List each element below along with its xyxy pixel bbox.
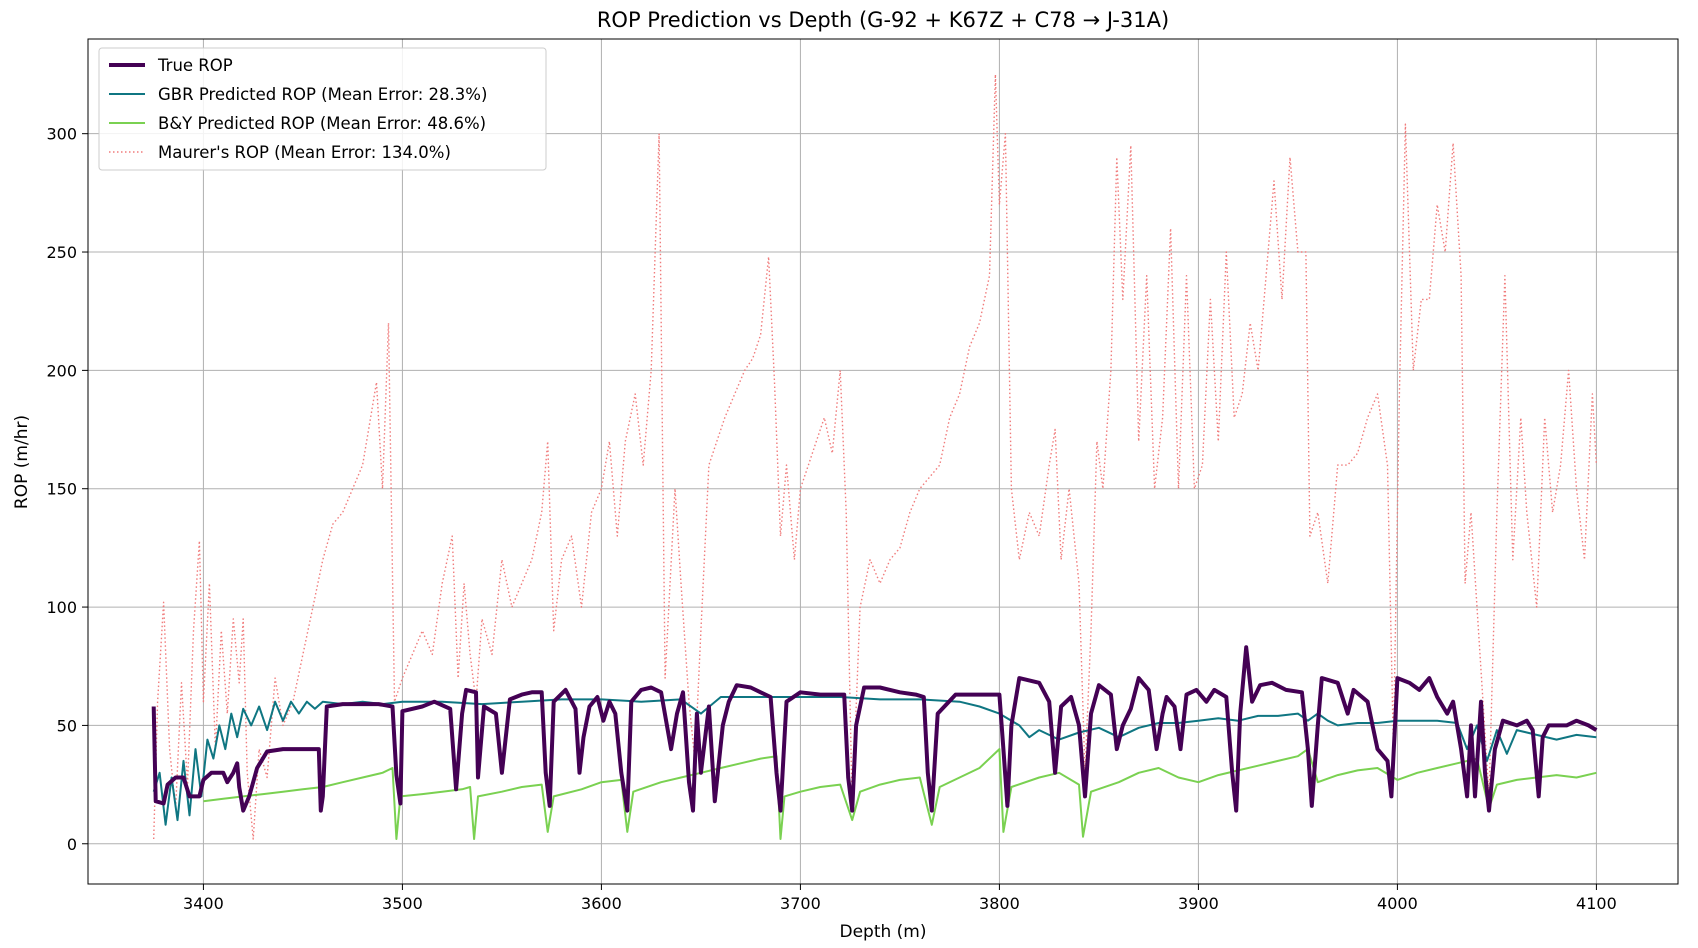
legend-label: True ROP xyxy=(157,56,233,75)
legend-label: B&Y Predicted ROP (Mean Error: 48.6%) xyxy=(158,114,486,133)
x-tick-label: 3400 xyxy=(183,894,224,913)
x-tick-label: 3800 xyxy=(979,894,1020,913)
y-tick-label: 300 xyxy=(46,125,77,144)
series-line-3 xyxy=(153,73,1598,840)
y-axis-label: ROP (m/hr) xyxy=(12,415,32,509)
x-tick-label: 3500 xyxy=(382,894,423,913)
series-line-1 xyxy=(152,696,1597,826)
x-tick-label: 3600 xyxy=(581,894,622,913)
y-tick-label: 0 xyxy=(67,835,77,854)
x-tick-label: 3700 xyxy=(780,894,821,913)
legend-box xyxy=(98,47,547,171)
chart-title: ROP Prediction vs Depth (G-92 + K67Z + C… xyxy=(597,8,1169,32)
x-tick-label: 4100 xyxy=(1576,894,1617,913)
series-line-0 xyxy=(151,645,1598,813)
grid-lines xyxy=(88,39,1678,884)
y-axis-ticks: 0 50 100 150 200 250 300 xyxy=(46,125,88,854)
x-tick-label: 3900 xyxy=(1178,894,1219,913)
series-line-2 xyxy=(203,748,1597,840)
y-tick-label: 250 xyxy=(46,243,77,262)
legend-label: GBR Predicted ROP (Mean Error: 28.3%) xyxy=(158,85,487,104)
legend-label: Maurer's ROP (Mean Error: 134.0%) xyxy=(158,143,451,162)
x-tick-label: 4000 xyxy=(1377,894,1418,913)
series-layer xyxy=(151,73,1598,840)
y-tick-label: 150 xyxy=(46,480,77,499)
legend: True ROP GBR Predicted ROP (Mean Error: 2… xyxy=(98,47,547,171)
y-tick-label: 100 xyxy=(46,598,77,617)
x-axis-ticks: 3400 3500 3600 3700 3800 3900 4000 4100 xyxy=(183,884,1617,913)
x-axis-label: Depth (m) xyxy=(839,922,926,942)
plot-frame xyxy=(87,38,1679,885)
y-tick-label: 50 xyxy=(57,716,77,735)
y-tick-label: 200 xyxy=(46,361,77,380)
